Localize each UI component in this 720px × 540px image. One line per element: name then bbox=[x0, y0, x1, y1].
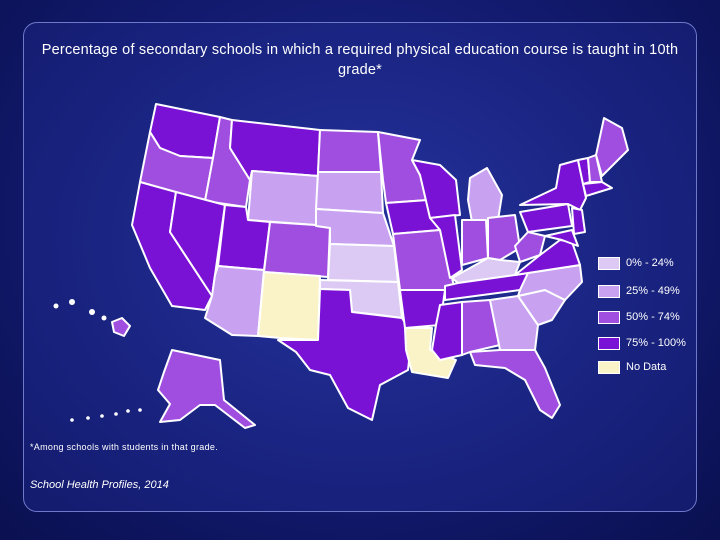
legend-label: No Data bbox=[626, 361, 667, 373]
state-SD bbox=[315, 171, 384, 214]
state-AZ bbox=[204, 265, 265, 337]
state-LA bbox=[404, 327, 457, 379]
hawaii-islands bbox=[53, 299, 107, 321]
aleutian-islands bbox=[70, 408, 142, 422]
source-citation: School Health Profiles, 2014 bbox=[30, 479, 169, 491]
state-WY bbox=[247, 170, 319, 226]
state-NM bbox=[257, 271, 321, 341]
legend-swatch bbox=[598, 336, 620, 350]
legend-item-25-49: 25% - 49% bbox=[598, 284, 680, 298]
state-WV bbox=[514, 231, 546, 263]
state-HI bbox=[111, 317, 131, 337]
state-CO bbox=[263, 221, 331, 278]
state-MI bbox=[467, 167, 503, 223]
legend-label: 75% - 100% bbox=[626, 337, 686, 349]
state-MO bbox=[392, 229, 456, 291]
legend-item-75-100: 75% - 100% bbox=[598, 336, 686, 350]
state-FL bbox=[469, 349, 561, 419]
state-ND bbox=[317, 129, 382, 173]
state-MT bbox=[229, 119, 321, 181]
state-MA bbox=[582, 181, 613, 197]
footnote: *Among schools with students in that gra… bbox=[30, 442, 218, 452]
state-MD bbox=[544, 229, 579, 247]
legend-label: 25% - 49% bbox=[626, 285, 680, 297]
state-IN bbox=[461, 219, 489, 266]
legend-swatch bbox=[598, 310, 620, 324]
legend-label: 50% - 74% bbox=[626, 311, 680, 323]
legend-swatch bbox=[598, 256, 620, 270]
state-IL bbox=[429, 214, 463, 279]
map-title: Percentage of secondary schools in which… bbox=[41, 42, 679, 78]
legend-swatch bbox=[598, 284, 620, 298]
state-WI bbox=[411, 159, 461, 219]
state-PA bbox=[519, 203, 573, 233]
legend-item-0-24: 0% - 24% bbox=[598, 256, 674, 270]
state-NY bbox=[519, 159, 587, 211]
state-AK bbox=[157, 349, 256, 429]
legend-label: 0% - 24% bbox=[626, 257, 674, 269]
state-AL bbox=[461, 299, 501, 356]
state-OH bbox=[487, 214, 521, 261]
legend-item-no-data: No Data bbox=[598, 360, 666, 374]
state-KS bbox=[327, 243, 399, 283]
state-TX bbox=[277, 288, 413, 421]
state-ME bbox=[595, 117, 629, 177]
legend-item-50-74: 50% - 74% bbox=[598, 310, 680, 324]
state-NJ bbox=[571, 207, 586, 235]
state-GA bbox=[489, 295, 539, 351]
legend-swatch bbox=[598, 360, 620, 374]
